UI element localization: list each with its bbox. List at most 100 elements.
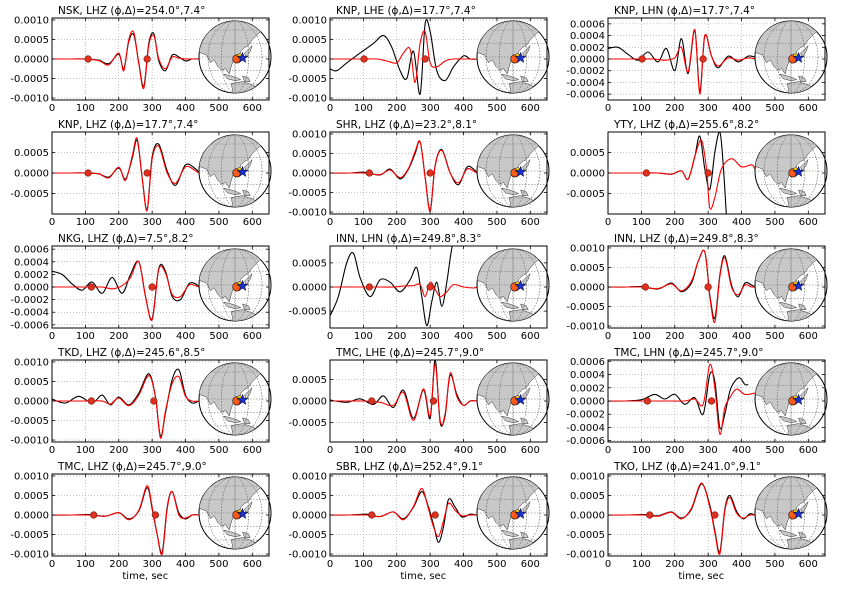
synthetic-trace	[52, 137, 200, 212]
arrival-marker	[642, 169, 650, 177]
y-tick-label: -0.0006	[10, 320, 49, 331]
y-tick-label: -0.0010	[10, 550, 49, 561]
x-tick-label: 400	[454, 331, 473, 342]
x-tick-label: 100	[76, 445, 95, 456]
data-trace	[608, 371, 749, 430]
event-star-icon	[236, 279, 249, 291]
globe-graticule	[477, 363, 549, 435]
y-tick-label: 0.0000	[14, 55, 49, 66]
subplot-14: 0 100 200 300 400 500 600 0.0010 0.0005 0.0000 -0.…	[566, 461, 828, 582]
y-tick-label: -0.0004	[566, 78, 605, 89]
subplot-title: NKG, LHZ (ϕ,Δ)=7.5°,8.2°	[58, 233, 194, 245]
synthetic-trace	[608, 249, 755, 323]
x-tick-label: 100	[354, 103, 373, 114]
x-tick-label: 300	[421, 103, 440, 114]
subplot-title: SHR, LHZ (ϕ,Δ)=23.2°,8.1°	[336, 119, 477, 131]
y-tick-label: 0.0010	[570, 471, 605, 482]
x-tick-label: 600	[799, 559, 818, 570]
synthetic-trace	[330, 487, 477, 538]
y-tick-label: 0.0000	[14, 283, 49, 294]
synthetic-trace	[608, 29, 756, 95]
x-tick-label: 400	[176, 217, 195, 228]
x-tick-label: 500	[765, 445, 784, 456]
x-tick-label: 100	[354, 217, 373, 228]
event-star-icon	[514, 165, 527, 177]
x-tick-label: 300	[699, 559, 718, 570]
x-tick-label: 0	[49, 103, 55, 114]
y-tick-label: 0.0004	[570, 370, 605, 381]
y-tick-label: 0.0000	[14, 511, 49, 522]
y-tick-label: -0.0010	[10, 436, 49, 447]
y-tick-label: 0.0000	[292, 397, 327, 408]
x-tick-label: 500	[209, 445, 228, 456]
x-tick-label: 600	[243, 103, 262, 114]
x-tick-label: 500	[209, 217, 228, 228]
arrival-marker	[699, 55, 707, 63]
x-tick-label: 400	[176, 103, 195, 114]
x-tick-label: 0	[605, 445, 611, 456]
y-tick-label: -0.0010	[288, 208, 327, 219]
y-tick-label: 0.0010	[14, 15, 49, 26]
arrival-marker	[711, 511, 719, 519]
y-tick-label: -0.0005	[288, 307, 327, 318]
event-star-icon	[792, 507, 805, 519]
event-star-icon	[792, 393, 805, 405]
x-tick-label: 500	[765, 559, 784, 570]
event-star-icon	[514, 393, 527, 405]
y-tick-label: -0.0010	[566, 550, 605, 561]
subplot-title: KNP, LHN (ϕ,Δ)=17.7°,7.4°	[614, 5, 755, 17]
x-tick-label: 400	[176, 445, 195, 456]
x-tick-label: 200	[387, 445, 406, 456]
y-tick-label: 0.0010	[292, 129, 327, 140]
x-tick-label: 100	[76, 217, 95, 228]
x-tick-label: 100	[632, 331, 651, 342]
event-star-icon	[236, 507, 249, 519]
x-tick-label: 100	[76, 559, 95, 570]
x-tick-label: 100	[76, 103, 95, 114]
event-star-icon	[236, 393, 249, 405]
subplot-title: SBR, LHZ (ϕ,Δ)=252.4°,9.1°	[336, 461, 483, 473]
subplot-title: TMC, LHE (ϕ,Δ)=245.7°,9.0°	[335, 347, 484, 359]
arrival-marker	[368, 397, 376, 405]
synthetic-trace	[330, 30, 477, 83]
arrival-marker	[90, 511, 98, 519]
x-tick-label: 100	[632, 445, 651, 456]
subplot-title: TMC, LHZ (ϕ,Δ)=245.7°,9.0°	[57, 461, 207, 473]
x-tick-label: 400	[732, 217, 751, 228]
x-tick-label: 300	[143, 331, 162, 342]
x-tick-label: 600	[521, 331, 540, 342]
x-tick-label: 300	[699, 331, 718, 342]
y-tick-label: 0.0006	[570, 19, 605, 30]
y-tick-label: 0.0005	[14, 491, 49, 502]
globe-land	[199, 135, 271, 207]
x-tick-label: 200	[109, 559, 128, 570]
y-tick-label: 0.0000	[14, 169, 49, 180]
x-tick-label: 0	[327, 103, 333, 114]
y-tick-label: -0.0005	[288, 188, 327, 199]
y-tick-label: -0.0010	[566, 322, 605, 333]
subplot-12: 0 100 200 300 400 500 600 0.0010 0.0005 0.0000 -0.…	[10, 461, 272, 582]
y-tick-label: 0.0005	[292, 491, 327, 502]
y-tick-label: 0.0005	[570, 263, 605, 274]
arrival-marker	[87, 397, 95, 405]
x-tick-label: 400	[732, 559, 751, 570]
x-tick-label: 400	[454, 103, 473, 114]
globe-land	[199, 363, 271, 435]
subplot-7: 0 100 200 300 400 500 600 0.0005 0.0000 -0.0005 IN…	[288, 233, 550, 342]
y-tick-label: 0.0006	[570, 357, 605, 368]
event-star-icon	[514, 51, 527, 63]
y-tick-label: 0.0010	[292, 471, 327, 482]
subplot-13: 0 100 200 300 400 500 600 0.0010 0.0005 0.0000 -0.…	[288, 461, 550, 582]
x-tick-label: 400	[454, 217, 473, 228]
x-tick-label: 100	[76, 331, 95, 342]
arrival-marker	[150, 397, 158, 405]
synthetic-trace	[52, 485, 199, 556]
x-tick-label: 100	[632, 217, 651, 228]
x-tick-label: 300	[143, 559, 162, 570]
x-tick-label: 200	[109, 103, 128, 114]
y-tick-label: -0.0002	[10, 295, 49, 306]
x-tick-label: 0	[327, 331, 333, 342]
x-tick-label: 0	[605, 559, 611, 570]
x-tick-label: 200	[665, 559, 684, 570]
x-tick-label: 400	[176, 559, 195, 570]
